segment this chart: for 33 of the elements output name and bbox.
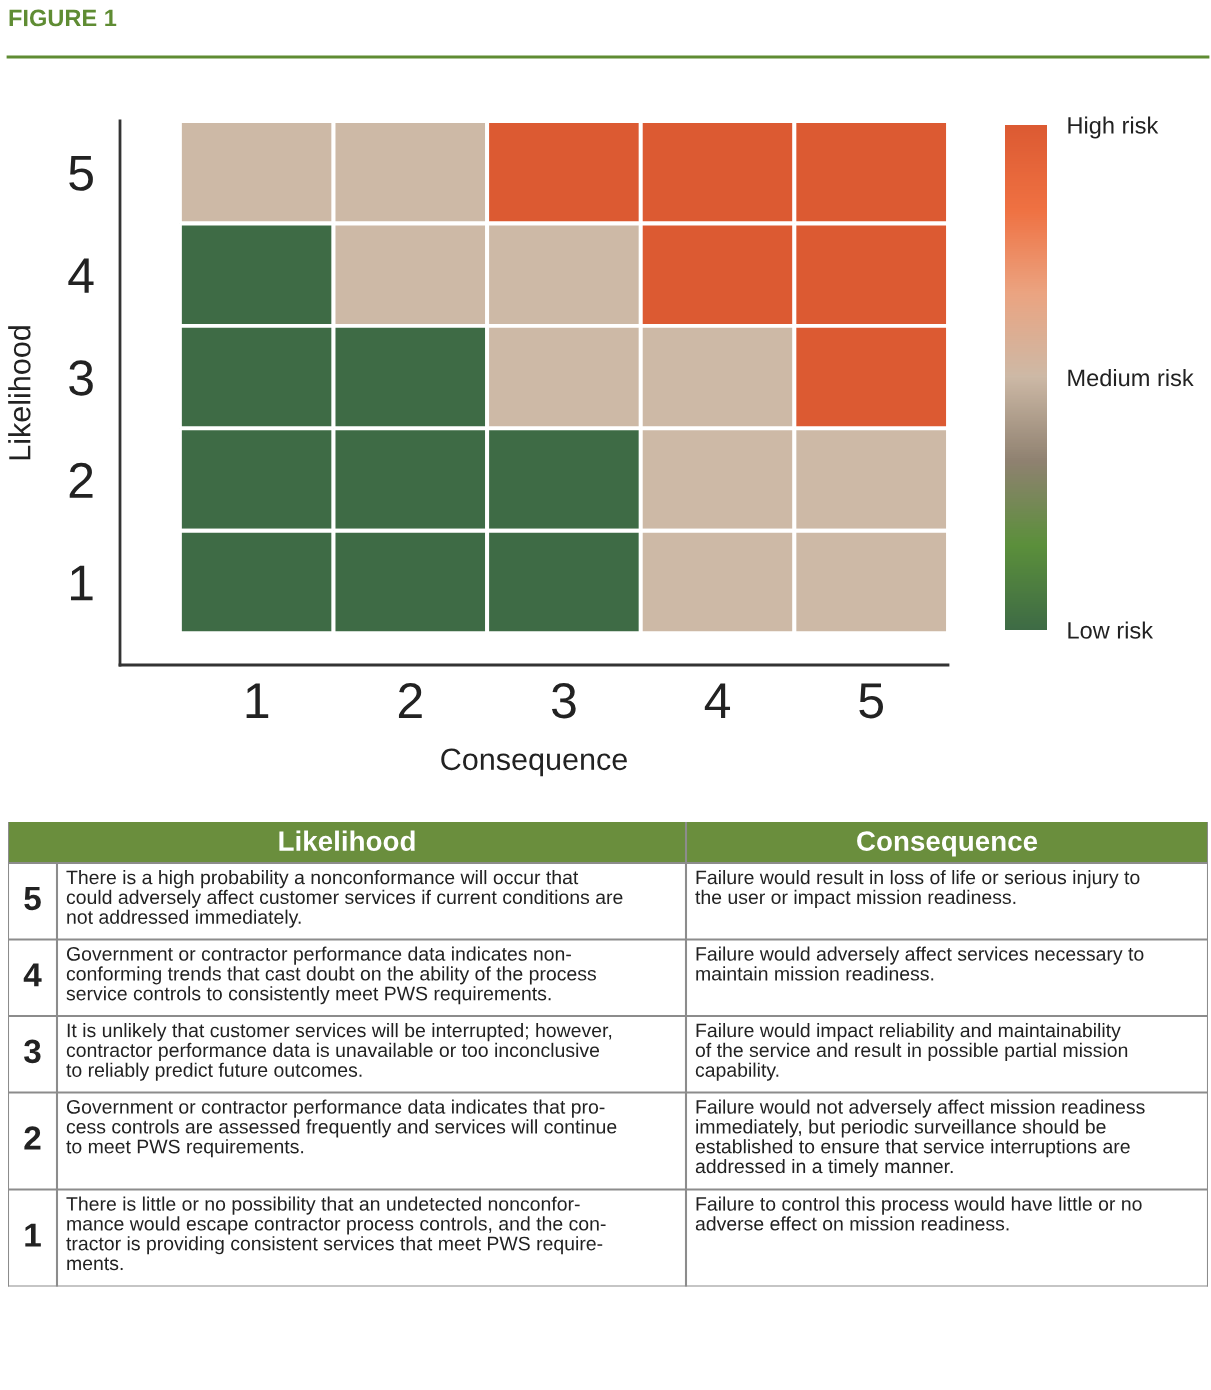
color-bar-label: Medium risk	[1068, 368, 1194, 387]
y-axis-title: Likelihood	[8, 326, 31, 460]
color-bar-label: High risk	[1068, 116, 1159, 139]
text: There is a high probability a nonconformance will occur that could adversely affect customer services if current conditions are not addressed immediately.	[66, 870, 623, 928]
y-tick-label: 2	[69, 462, 93, 498]
chart-title: FIGURE 1	[9, 9, 117, 27]
text: 1	[25, 1223, 41, 1247]
text: Failure to control this process would have little or no adverse effect on mission readiness.	[695, 1196, 1142, 1231]
x-tick-label: 3	[551, 682, 576, 719]
y-tick-label: 3	[69, 360, 93, 396]
y-tick-label: 5	[69, 155, 93, 191]
text: There is little or no possibility that an undetected nonconfor- mance would escape contractor process controls, and the con- tractor is providing consistent services that meet PWS require- ments.	[66, 1196, 606, 1271]
y-tick-label: 1	[71, 565, 93, 601]
text: It is unlikely that customer services will be interrupted; however, contractor performance data is unavailable or too inconclusive to reliably predict future outcomes.	[66, 1023, 612, 1081]
x-tick-label: 4	[704, 683, 731, 718]
x-tick-label: 5	[859, 683, 883, 719]
text: Failure would adversely affect services necessary to maintain mission readiness.	[696, 946, 1144, 981]
text: Government or contractor performance data indicates non- conforming trends that cast doubt on the ability of the process service controls to consistently meet PWS requirements.	[66, 946, 596, 1005]
text: Failure would not adversely affect mission readiness immediately, but periodic surveillance should be established to ensure that service interruptions are addressed in a timely manner.	[695, 1099, 1145, 1178]
text: 2	[24, 1126, 41, 1150]
text: Failure would impact reliability and maintainability of the service and result in possible partial mission capability.	[695, 1023, 1128, 1081]
text: 4	[23, 963, 42, 987]
text: 3	[24, 1039, 41, 1064]
text: Likelihood	[279, 830, 415, 851]
text: Failure would result in loss of life or serious injury to the user or impact mission readiness.	[695, 870, 1140, 908]
x-axis-title: Consequence	[441, 748, 627, 777]
x-tick-label: 1	[246, 683, 269, 718]
y-tick-label: 4	[68, 258, 94, 293]
color-bar-label: Low risk	[1068, 621, 1154, 639]
x-tick-label: 2	[398, 682, 422, 718]
text: Consequence	[857, 831, 1038, 857]
text: Government or contractor performance data indicates that pro- cess controls are assessed frequently and services will continue to meet PWS requirements.	[66, 1099, 617, 1158]
text: 5	[24, 886, 41, 911]
